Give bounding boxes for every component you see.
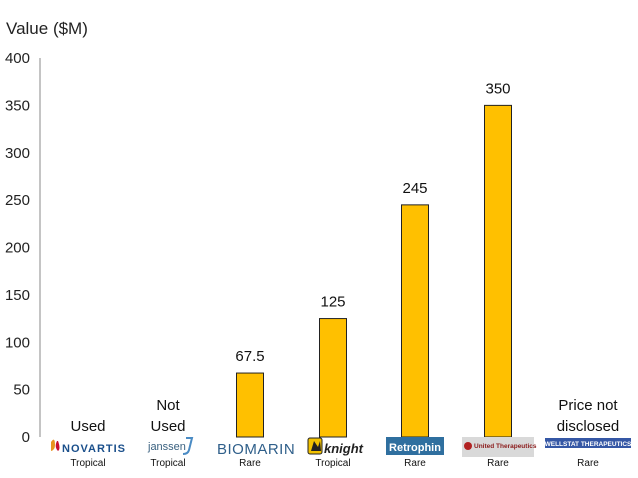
data-labels: Used Not Used 67.5 125 245 350 Price not disclos… <box>70 80 619 435</box>
bars <box>236 104 512 438</box>
wellstat-therapeutics-logo: WELLSTAT THERAPEUTICS <box>545 438 632 448</box>
y-tick-label: 0 <box>22 429 30 446</box>
y-axis-ticks: 0 50 100 150 200 250 300 350 400 <box>5 50 30 446</box>
svg-text:Retrophin: Retrophin <box>389 442 441 454</box>
y-tick-label: 150 <box>5 287 30 304</box>
category-type-label: Rare <box>577 458 599 469</box>
category-type-label: Tropical <box>315 458 350 469</box>
annotation-label: Price not disclosed <box>557 397 620 435</box>
category-type-label: Rare <box>487 458 509 469</box>
category-type-label: Tropical <box>70 458 105 469</box>
annotation-label: Not Used <box>150 397 185 435</box>
biomarin-logo: BIOMARIN <box>217 441 295 458</box>
y-tick-label: 300 <box>5 145 30 162</box>
retrophin-logo: Retrophin <box>386 437 444 455</box>
category-type-label: Rare <box>239 458 261 469</box>
company-logos: NOVARTIS janssen BIOMARIN knight Retrophin Un… <box>51 437 632 458</box>
novartis-logo: NOVARTIS <box>51 439 126 455</box>
y-tick-label: 200 <box>5 240 30 257</box>
svg-text:WELLSTAT THERAPEUTICS: WELLSTAT THERAPEUTICS <box>545 441 632 448</box>
bar <box>401 204 429 438</box>
bar <box>319 318 347 438</box>
category-type-label: Tropical <box>150 458 185 469</box>
y-tick-label: 250 <box>5 192 30 209</box>
knight-logo: knight <box>307 437 364 456</box>
y-tick-label: 350 <box>5 97 30 114</box>
category-type-label: Rare <box>404 458 426 469</box>
annotation-label: Used <box>70 418 105 435</box>
janssen-logo: janssen <box>147 437 194 455</box>
data-label: 67.5 <box>235 348 264 365</box>
category-type-labels: Tropical Tropical Rare Tropical Rare Rare Rare <box>70 458 599 469</box>
united-therapeutics-logo: United Therapeutics <box>462 437 537 457</box>
svg-text:knight: knight <box>324 441 364 456</box>
bar <box>484 104 512 438</box>
y-axis-label: Value ($M) <box>6 19 88 38</box>
data-label: 125 <box>320 294 345 311</box>
y-tick-label: 100 <box>5 334 30 351</box>
y-tick-label: 50 <box>13 382 30 399</box>
svg-text:NOVARTIS: NOVARTIS <box>62 443 126 455</box>
bar <box>236 372 264 438</box>
data-label: 245 <box>402 180 427 197</box>
svg-text:United Therapeutics: United Therapeutics <box>474 443 537 450</box>
svg-text:janssen: janssen <box>147 441 186 453</box>
data-label: 350 <box>485 80 510 97</box>
y-tick-label: 400 <box>5 50 30 67</box>
svg-text:BIOMARIN: BIOMARIN <box>217 441 295 458</box>
